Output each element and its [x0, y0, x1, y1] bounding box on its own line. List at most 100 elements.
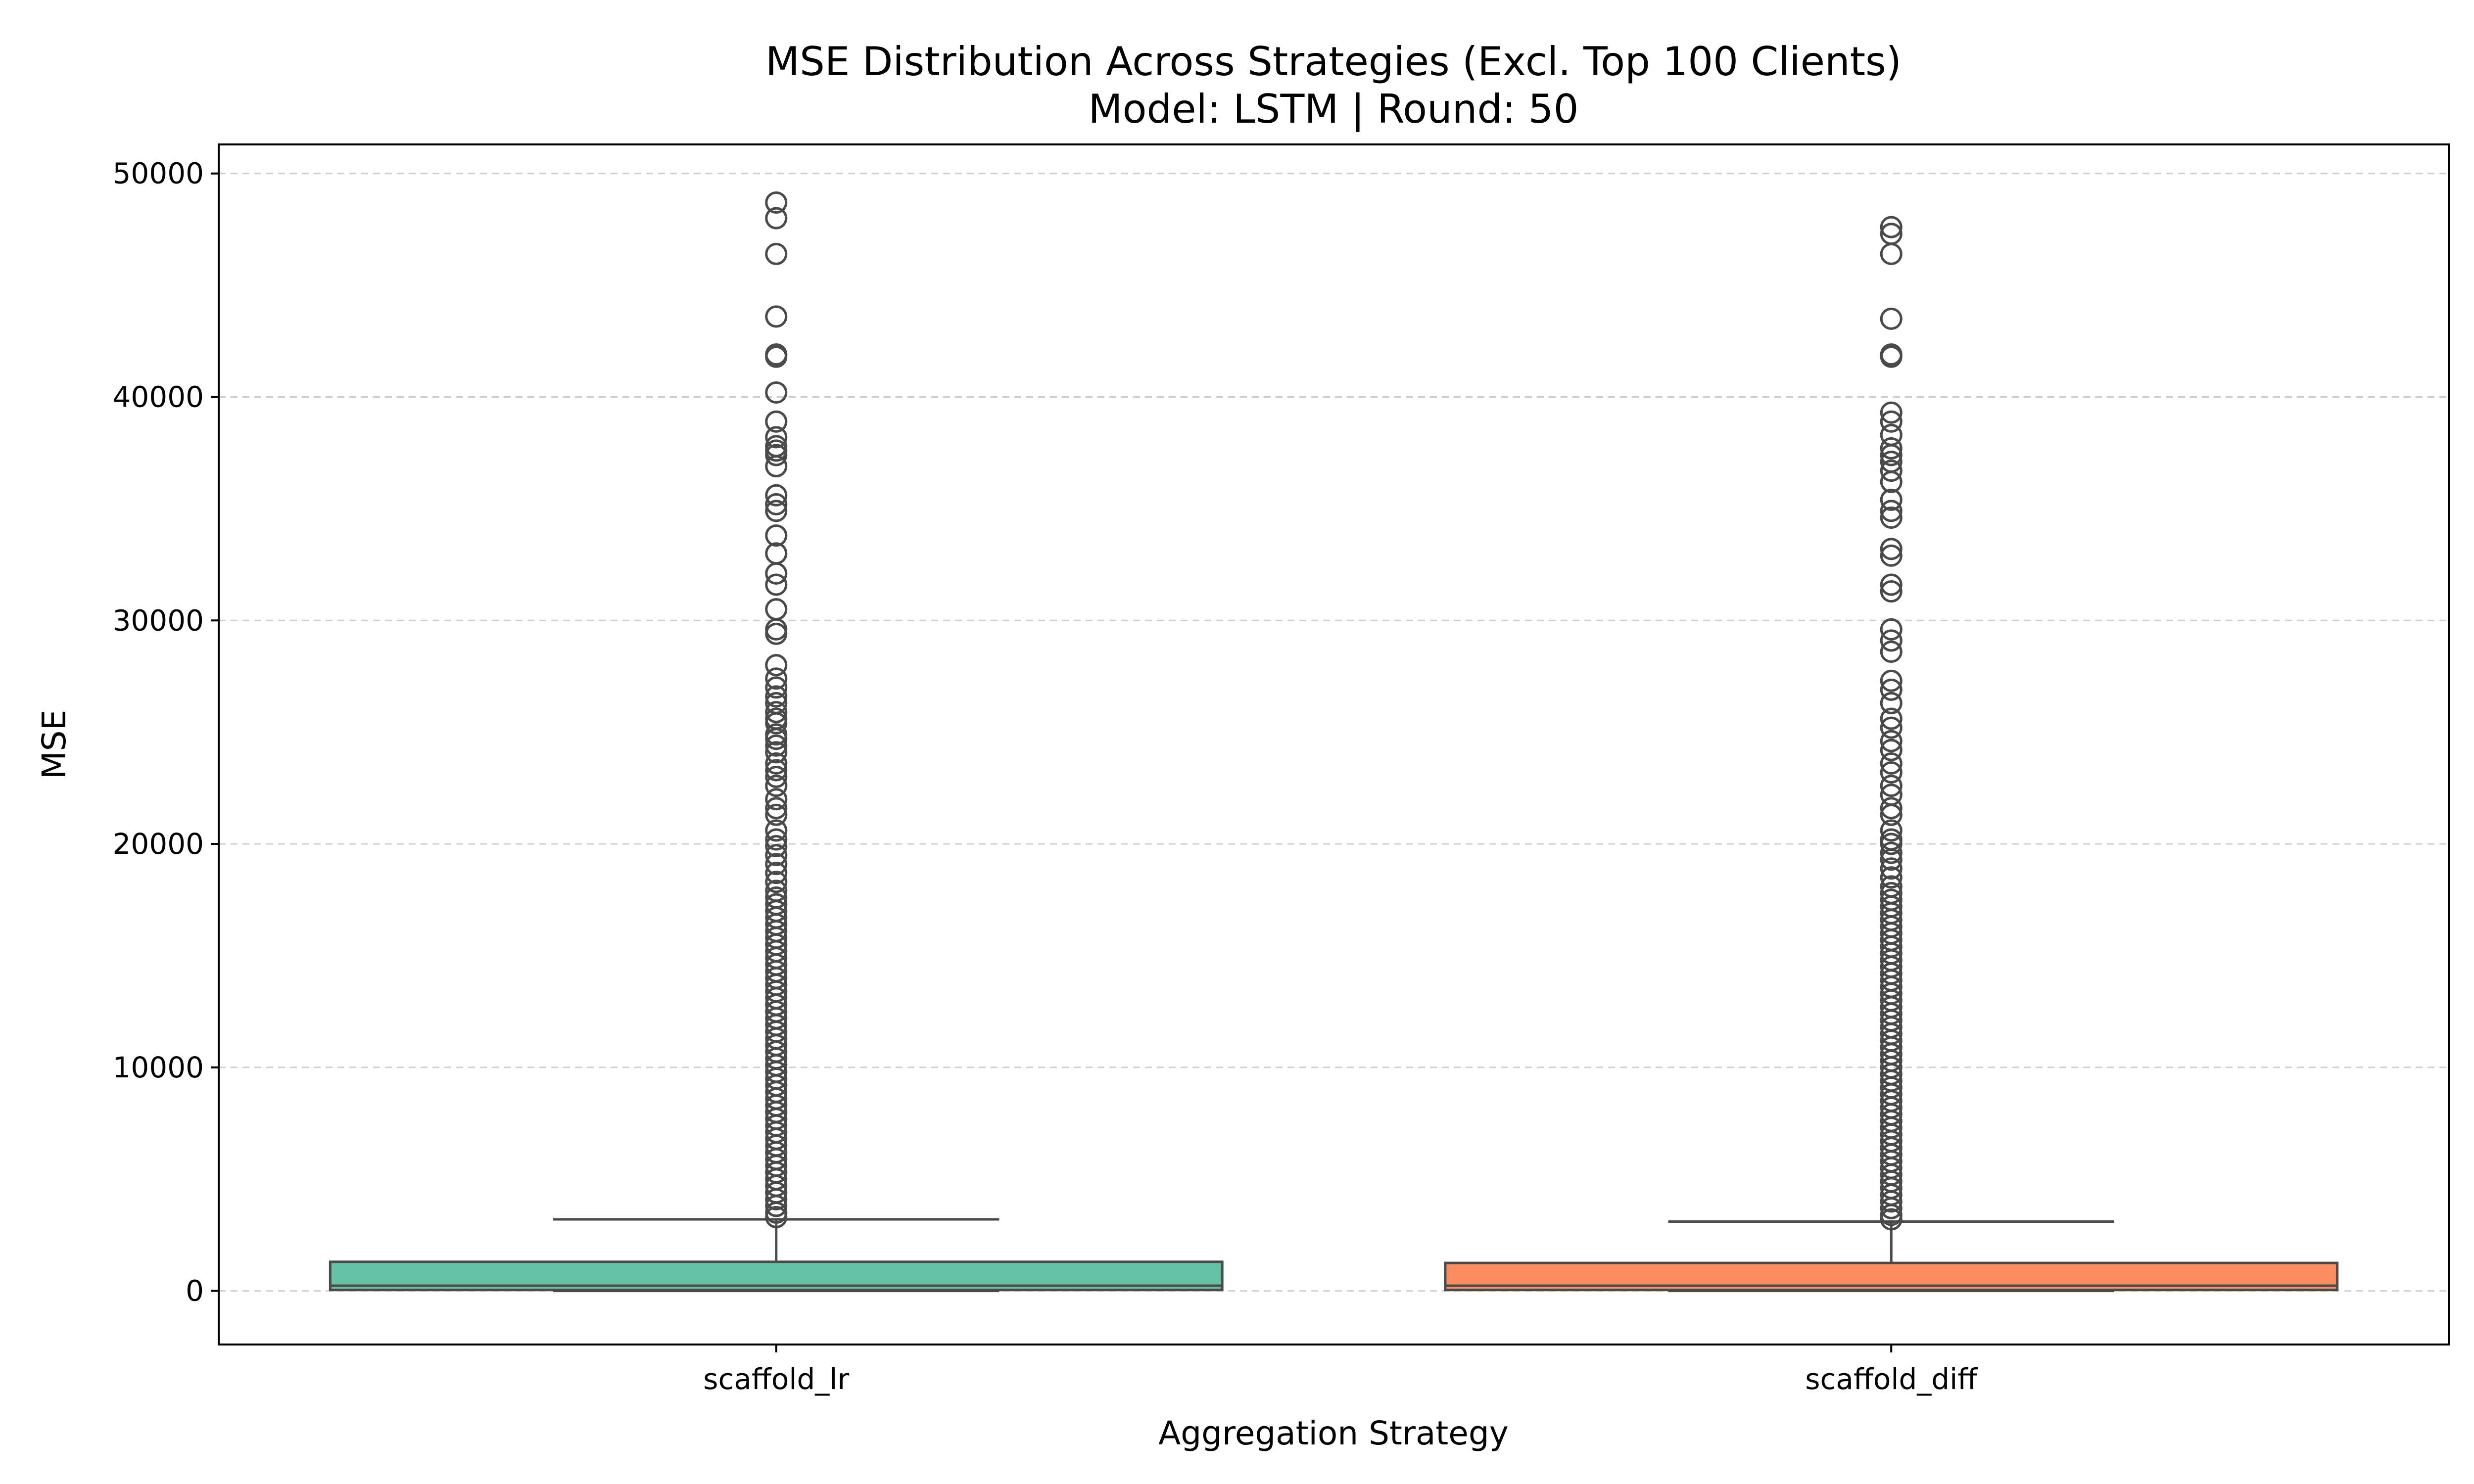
outlier-point-scaffold_diff-2: [1880, 242, 1903, 265]
outlier-point-scaffold_lr-44: [765, 835, 788, 858]
outlier-point-scaffold_diff-18: [1880, 544, 1903, 567]
outlier-point-scaffold_lr-22: [765, 622, 788, 645]
chart-title: MSE Distribution Across Strategies (Excl…: [765, 39, 1902, 85]
chart-subtitle: Model: LSTM | Round: 50: [1089, 86, 1579, 133]
outlier-point-scaffold_lr-0: [765, 191, 788, 214]
box-group-scaffold_lr: [329, 1218, 1224, 1293]
outlier-point-scaffold_diff-9: [1880, 437, 1903, 460]
outlier-point-scaffold_diff-23: [1880, 641, 1903, 663]
outliers-scaffold_diff: [1880, 216, 1903, 1231]
outlier-points: [765, 191, 1903, 1231]
outlier-point-scaffold_lr-43: [765, 828, 788, 851]
outlier-point-scaffold_lr-98: [765, 1206, 788, 1228]
outlier-point-scaffold_diff-20: [1880, 580, 1903, 603]
y-tick-label-4: 40000: [112, 380, 204, 414]
outlier-point-scaffold_lr-33: [765, 734, 788, 757]
outlier-point-scaffold_diff-27: [1880, 707, 1903, 730]
outlier-point-scaffold_lr-41: [765, 803, 788, 826]
outlier-point-scaffold_diff-92: [1880, 1197, 1903, 1219]
outlier-point-scaffold_diff-14: [1880, 488, 1903, 511]
y-axis-label: MSE: [35, 710, 73, 780]
outlier-point-scaffold_lr-16: [765, 524, 788, 547]
outlier-point-scaffold_lr-32: [765, 728, 788, 750]
outlier-point-scaffold_diff-36: [1880, 803, 1903, 826]
outlier-point-scaffold_diff-13: [1880, 470, 1903, 493]
outlier-point-scaffold_diff-5: [1880, 345, 1903, 368]
outlier-point-scaffold_lr-28: [765, 700, 788, 723]
outlier-point-scaffold_diff-33: [1880, 775, 1903, 797]
outlier-point-scaffold_diff-40: [1880, 841, 1903, 864]
outlier-point-scaffold_lr-3: [765, 305, 788, 328]
outlier-point-scaffold_lr-37: [765, 766, 788, 788]
outlier-point-scaffold_diff-42: [1880, 857, 1903, 880]
outlier-point-scaffold_lr-15: [765, 500, 788, 522]
plot-frame: [218, 143, 2450, 1345]
outlier-point-scaffold_lr-42: [765, 819, 788, 842]
y-tick-label-3: 30000: [112, 603, 204, 637]
y-tick-label-0: 0: [186, 1274, 204, 1308]
outlier-point-scaffold_diff-35: [1880, 797, 1903, 820]
outlier-point-scaffold_lr-1: [765, 207, 788, 230]
outlier-point-scaffold_lr-38: [765, 775, 788, 797]
y-tick-label-1: 10000: [112, 1051, 204, 1084]
outlier-point-scaffold_lr-40: [765, 797, 788, 820]
outlier-point-scaffold_diff-12: [1880, 460, 1903, 482]
y-axis: 0 10000 20000 30000 40000 50000: [112, 157, 219, 1308]
outlier-point-scaffold_diff-10: [1880, 444, 1903, 466]
outlier-point-scaffold_lr-13: [765, 484, 788, 507]
outlier-point-scaffold_diff-16: [1880, 506, 1903, 529]
outlier-point-scaffold_lr-96: [765, 1195, 788, 1217]
outlier-point-scaffold_lr-45: [765, 844, 788, 867]
outlier-point-scaffold_lr-11: [765, 444, 788, 466]
outlier-point-scaffold_lr-46: [765, 853, 788, 876]
outlier-point-scaffold_lr-18: [765, 562, 788, 585]
outlier-point-scaffold_lr-7: [765, 410, 788, 433]
x-tick-label-scaffold_lr: scaffold_lr: [703, 1362, 849, 1396]
x-axis: scaffold_lr scaffold_diff: [703, 1345, 1978, 1396]
outlier-point-scaffold_diff-19: [1880, 573, 1903, 596]
outlier-point-scaffold_lr-8: [765, 426, 788, 449]
box-group-scaffold_diff: [1444, 1220, 2339, 1293]
outlier-point-scaffold_diff-37: [1880, 819, 1903, 842]
outlier-point-scaffold_diff-26: [1880, 692, 1903, 714]
outlier-point-scaffold_diff-94: [1880, 1208, 1903, 1231]
boxes: [329, 1218, 2339, 1293]
outlier-point-scaffold_lr-14: [765, 493, 788, 515]
y-tick-label-5: 50000: [112, 157, 204, 190]
outlier-point-scaffold_diff-41: [1880, 848, 1903, 871]
outlier-point-scaffold_diff-32: [1880, 761, 1903, 784]
outlier-point-scaffold_lr-35: [765, 752, 788, 775]
outlier-point-scaffold_diff-31: [1880, 752, 1903, 775]
outlier-point-scaffold_diff-17: [1880, 538, 1903, 560]
outlier-point-scaffold_diff-30: [1880, 739, 1903, 761]
outlier-point-scaffold_lr-39: [765, 788, 788, 811]
x-axis-label: Aggregation Strategy: [1158, 1414, 1509, 1452]
outlier-point-scaffold_lr-6: [765, 381, 788, 404]
y-tick-label-2: 20000: [112, 827, 204, 861]
outlier-point-scaffold_diff-28: [1880, 716, 1903, 739]
outlier-point-scaffold_lr-19: [765, 573, 788, 596]
x-tick-label-scaffold_diff: scaffold_diff: [1805, 1362, 1978, 1396]
outlier-point-scaffold_diff-3: [1880, 307, 1903, 330]
outlier-point-scaffold_lr-48: [765, 871, 788, 893]
outlier-point-scaffold_lr-30: [765, 712, 788, 735]
outlier-point-scaffold_lr-26: [765, 685, 788, 708]
outlier-point-scaffold_lr-23: [765, 654, 788, 677]
outliers-scaffold_lr: [765, 191, 788, 1228]
outlier-point-scaffold_diff-25: [1880, 678, 1903, 701]
outlier-point-scaffold_diff-6: [1880, 401, 1903, 424]
outlier-point-scaffold_lr-24: [765, 667, 788, 690]
outlier-point-scaffold_diff-43: [1880, 866, 1903, 889]
outlier-point-scaffold_lr-95: [765, 1188, 788, 1210]
outlier-point-scaffold_diff-39: [1880, 833, 1903, 855]
outlier-point-scaffold_diff-24: [1880, 669, 1903, 692]
outlier-point-scaffold_lr-47: [765, 862, 788, 884]
outlier-point-scaffold_lr-12: [765, 455, 788, 478]
outlier-point-scaffold_lr-5: [765, 345, 788, 368]
outlier-point-scaffold_diff-0: [1880, 216, 1903, 238]
outlier-point-scaffold_lr-2: [765, 242, 788, 265]
outlier-point-scaffold_lr-25: [765, 676, 788, 699]
outlier-point-scaffold_lr-36: [765, 759, 788, 782]
